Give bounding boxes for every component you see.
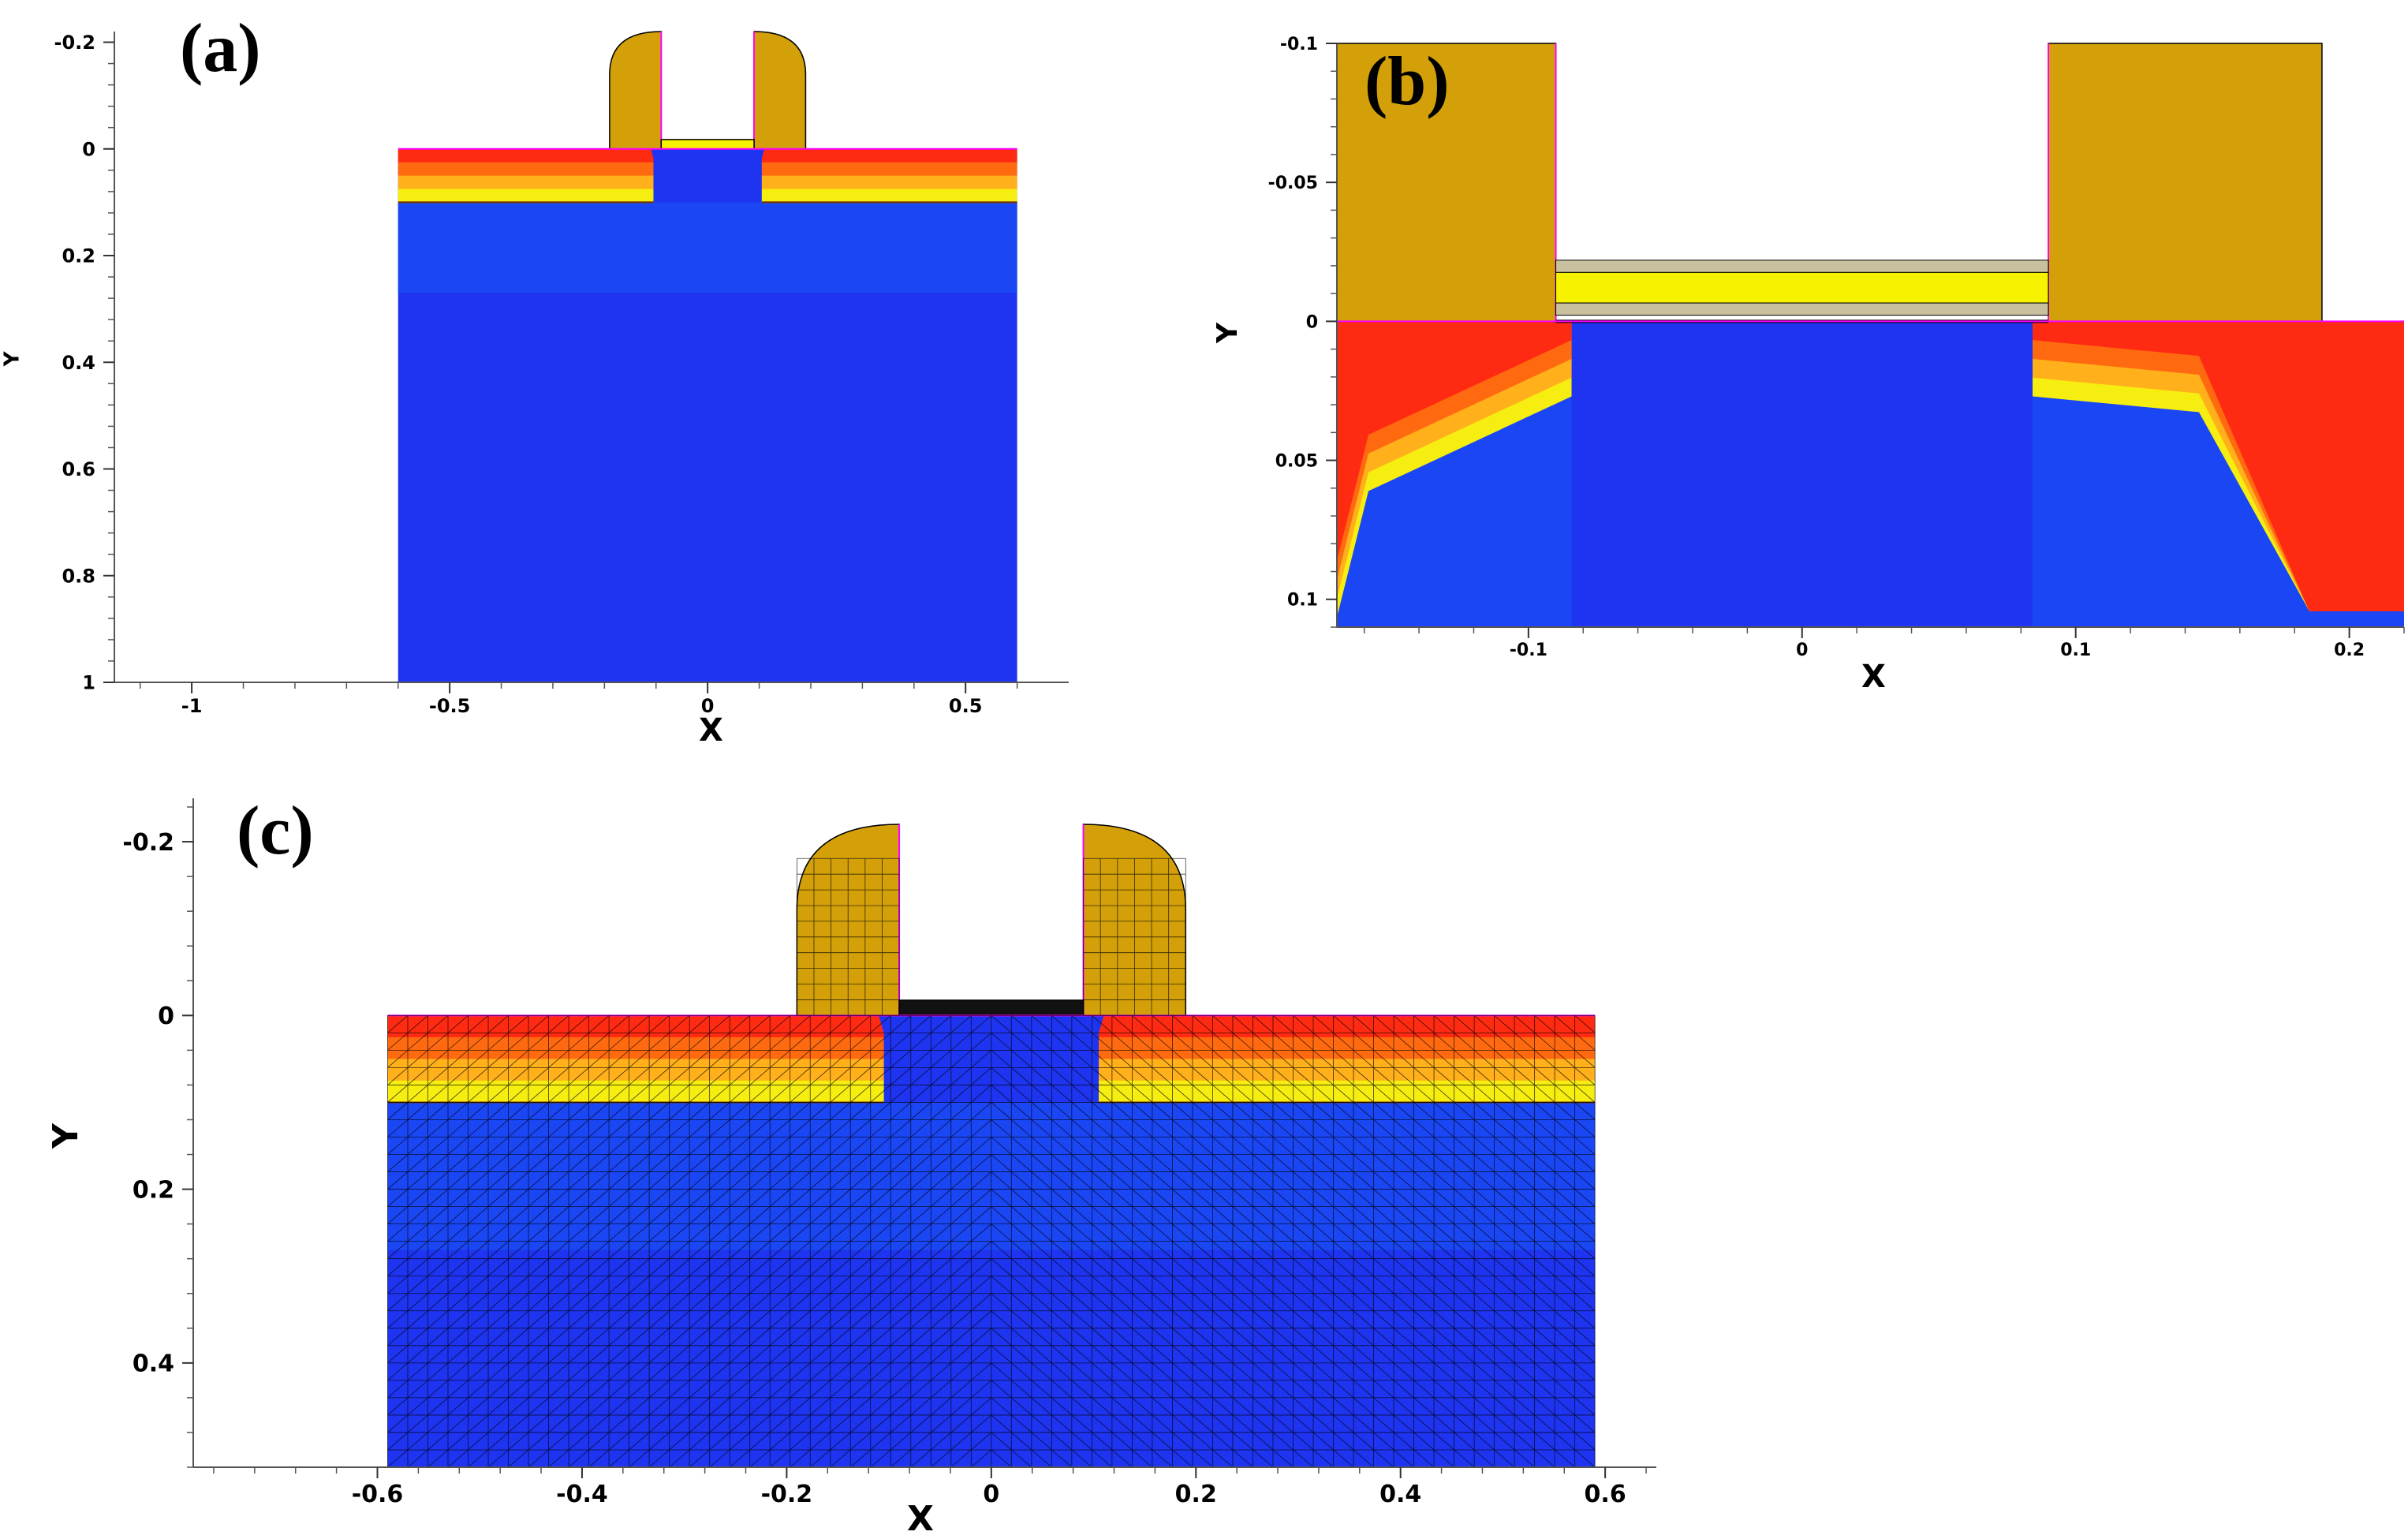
right-doping-band (761, 162, 1017, 177)
y-tick-label: 0.2 (62, 245, 95, 267)
gate-top-layer (1555, 260, 2049, 273)
panel-b-label: (b) (1365, 43, 1450, 120)
x-tick-label: 0.2 (2334, 641, 2365, 660)
x-tick-label: 0 (983, 1481, 999, 1508)
right-doping-band (761, 148, 1017, 163)
y-tick-label: 0 (158, 1003, 174, 1030)
x-tick-label: 0.5 (949, 695, 983, 717)
panel-b: -0.1 0 0.1 0.2 -0.1 -0.05 0 0.05 0.1 (b) X Y (1199, 0, 2408, 710)
x-tick-label: -0.4 (556, 1481, 608, 1508)
right-doping-band (761, 175, 1017, 190)
y-tick-label: -0.2 (122, 829, 174, 857)
left-spacer (609, 31, 663, 150)
right-doping-band (1099, 1080, 1596, 1104)
y-tick-label: -0.2 (54, 32, 95, 54)
panel-c-xlabel: X (907, 1499, 934, 1539)
panel-a-plot: -1 -0.5 0 0.5 -0.2 0 0.2 0.4 0.6 0.8 1 (54, 31, 1069, 717)
right-spacer (2048, 43, 2323, 323)
y-tick-label: 0.05 (1275, 451, 1318, 471)
mesh-lines (387, 1014, 1596, 1468)
panel-b-plot: -0.1 0 0.1 0.2 -0.1 -0.05 0 0.05 0.1 (1268, 35, 2405, 660)
left-doping-band (1337, 321, 1572, 562)
x-tick-label: 0 (1796, 641, 1808, 660)
poly-gate-layer (1555, 271, 2049, 304)
right-doping-band (2033, 321, 2404, 611)
y-tick-label: 0.6 (62, 458, 95, 480)
y-tick-label: 0.8 (62, 565, 95, 587)
mesh-overlay (387, 857, 1596, 1468)
y-tick-label: 0.4 (133, 1350, 174, 1378)
x-tick-label: 0.1 (2060, 641, 2091, 660)
panel-b-xlabel: X (1861, 659, 1886, 695)
left-spacer (1336, 43, 1557, 323)
right-spacer (753, 31, 807, 150)
left-doping-band (398, 148, 654, 163)
y-tick-label: 0 (1306, 312, 1318, 332)
y-tick-label: -0.05 (1268, 174, 1318, 193)
x-tick-label: 0.6 (1585, 1481, 1626, 1508)
y-tick-label: 0.1 (1287, 591, 1318, 611)
x-tick-label: -0.5 (429, 695, 470, 717)
panel-c-label: (c) (237, 793, 314, 869)
y-tick-label: -0.1 (1280, 35, 1318, 54)
gate-stack (898, 999, 1085, 1017)
x-tick-label: -0.1 (1510, 641, 1547, 660)
y-tick-label: 0.4 (62, 352, 95, 374)
gate-oxide-layer (1555, 302, 2049, 316)
channel-region (651, 148, 765, 203)
panel-a-label: (a) (180, 10, 261, 87)
x-tick-label: 0.4 (1379, 1481, 1421, 1508)
panel-c-ylabel: Y (45, 1123, 86, 1149)
right-doping-band (1099, 1037, 1596, 1060)
right-doping-band (761, 189, 1017, 204)
x-tick-label: -1 (181, 695, 203, 717)
panel-a-ylabel: Y (0, 351, 24, 367)
x-tick-label: -0.2 (761, 1481, 813, 1508)
left-doping-band (398, 175, 654, 190)
y-tick-label: 0 (82, 138, 95, 160)
left-doping-band (398, 189, 654, 204)
right-doping-band (1099, 1059, 1596, 1081)
y-tick-label: 1 (82, 672, 95, 694)
left-doping-band (387, 1059, 884, 1081)
x-tick-label: 0.2 (1175, 1481, 1217, 1508)
left-doping-band (387, 1037, 884, 1060)
spacer-mesh-lines (796, 857, 1186, 1016)
panel-a: -1 -0.5 0 0.5 -0.2 0 0.2 0.4 0.6 0.8 1 (a) X Y (0, 0, 1096, 757)
gate-stack (660, 139, 755, 150)
panel-c-plot: -0.6 -0.4 -0.2 0 0.2 0.4 0.6 -0.2 0 0.2 0.4 (122, 798, 1656, 1508)
upper-substrate-band (398, 202, 1017, 293)
panel-c: -0.6 -0.4 -0.2 0 0.2 0.4 0.6 -0.2 0 0.2 0.4 (c) X … (0, 781, 1735, 1537)
left-doping-band (387, 1080, 884, 1104)
x-tick-label: -0.6 (352, 1481, 404, 1508)
panel-a-xlabel: X (699, 712, 723, 749)
x-tick-label: 0 (701, 695, 715, 717)
left-doping-band (398, 162, 654, 177)
y-tick-label: 0.2 (133, 1176, 174, 1204)
channel-region (1574, 321, 2029, 397)
panel-b-ylabel: Y (1211, 322, 1245, 344)
